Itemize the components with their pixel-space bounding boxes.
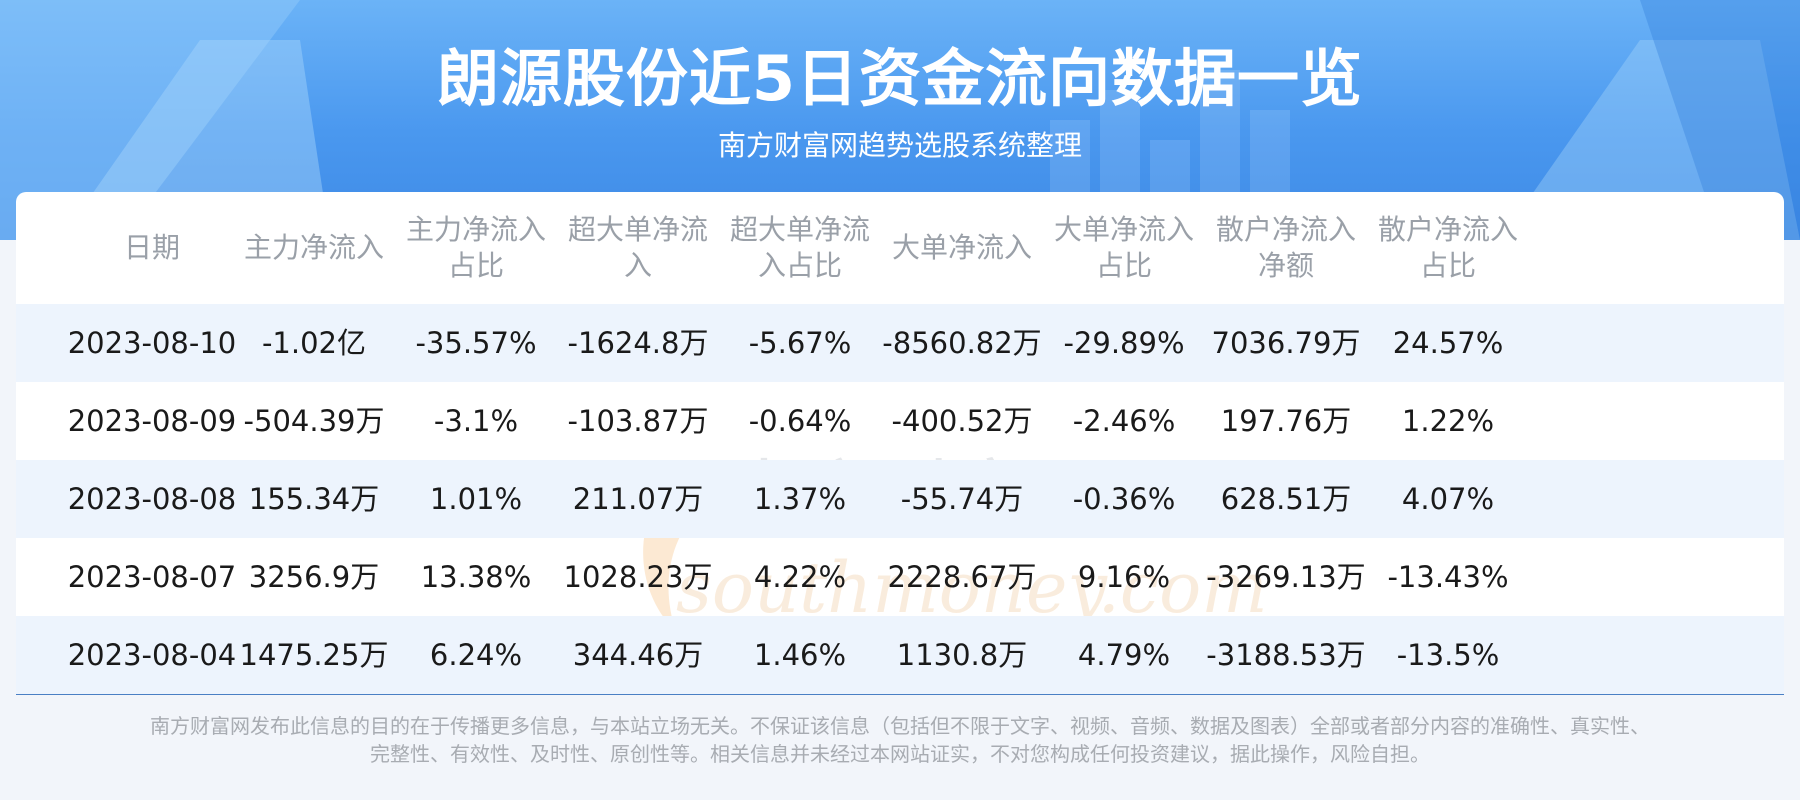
table-cell: 7036.79万 (1211, 326, 1361, 360)
disclaimer-line-2: 完整性、有效性、及时性、原创性等。相关信息并未经过本网站证实，不对您构成任何投资… (370, 742, 1430, 766)
table-cell: 1.22% (1401, 404, 1495, 438)
column-header: 主力净流入 (221, 230, 407, 266)
table-cell: -400.52万 (891, 404, 1033, 438)
table-cell: 344.46万 (572, 638, 704, 672)
table-cell: -1.02亿 (261, 326, 367, 360)
table-cell: 2023-08-07 (67, 560, 237, 594)
column-header-line: 大单净流入 (1053, 213, 1194, 246)
table-header: 日期 主力净流入 主力净流入 占比 超大单净流入超大单净流 入占比 大单净流入 大单净流入 占比… (16, 192, 1784, 304)
table-row: 2023-08-09 -504.39万 -3.1% -103.87万 -0.64% -40… (16, 382, 1784, 460)
table-cell: 2023-08-08 (67, 482, 237, 516)
column-header: 散户净流入 净额 (1193, 212, 1379, 284)
table-cell: -103.87万 (567, 404, 709, 438)
column-header-line: 超大单净流 (567, 213, 708, 246)
column-header-line: 占比 (1419, 249, 1476, 282)
table-cell: 1.46% (753, 638, 847, 672)
column-header-line: 主力净流入 (243, 231, 384, 264)
table-cell: 4.07% (1401, 482, 1495, 516)
page-subtitle: 南方财富网趋势选股系统整理 (717, 129, 1082, 162)
column-header-line: 占比 (1095, 249, 1152, 282)
table-row: 2023-08-04 1475.25万 6.24% 344.46万 1.46% 1130.… (16, 616, 1784, 694)
table-cell: 1475.25万 (239, 638, 389, 672)
table-cell: 3256.9万 (248, 560, 380, 594)
table-cell: -55.74万 (900, 482, 1024, 516)
table-row: 2023-08-10 -1.02亿 -35.57% -1624.8万 -5.67% -85… (16, 304, 1784, 382)
column-header: 主力净流入 占比 (383, 212, 569, 284)
table-cell: -504.39万 (243, 404, 385, 438)
table-row: 2023-08-08 155.34万 1.01% 211.07万 1.37% -55.74… (16, 460, 1784, 538)
column-header-line: 主力净流入 (405, 213, 546, 246)
column-header: 大单净流入 (869, 230, 1055, 266)
table-cell: -2.46% (1072, 404, 1176, 438)
header-banner: 朗源股份近5日资金流向数据一览 南方财富网趋势选股系统整理 (0, 0, 1800, 240)
table-cell: -3269.13万 (1206, 560, 1366, 594)
column-header-line: 入 (623, 249, 652, 282)
column-header-line: 散户净流入 (1215, 213, 1356, 246)
table-cell: 1.37% (753, 482, 847, 516)
table-cell: 2023-08-04 (67, 638, 237, 672)
table-cell: -13.5% (1396, 638, 1500, 672)
table-cell: -1624.8万 (567, 326, 709, 360)
table-cell: 13.38% (420, 560, 532, 594)
table-cell: -8560.82万 (882, 326, 1042, 360)
column-header-line: 净额 (1257, 249, 1314, 282)
table-cell: -5.67% (748, 326, 852, 360)
table-cell: 2228.67万 (887, 560, 1037, 594)
column-header: 大单净流入 占比 (1031, 212, 1217, 284)
column-header-line: 占比 (447, 249, 504, 282)
column-header: 超大单净流 入占比 (707, 212, 893, 284)
column-header-line: 大单净流入 (891, 231, 1032, 264)
disclaimer-line-1: 南方财富网发布此信息的目的在于传播更多信息，与本站立场无关。不保证该信息（包括但… (150, 714, 1650, 738)
table-cell: -29.89% (1063, 326, 1185, 360)
table-row: 2023-08-07 3256.9万 13.38% 1028.23万 4.22% 2228… (16, 538, 1784, 616)
table-cell: -35.57% (415, 326, 537, 360)
table-cell: -0.36% (1072, 482, 1176, 516)
column-header-line: 超大单净流 (729, 213, 870, 246)
table-cell: -0.64% (748, 404, 852, 438)
table-cell: 628.51万 (1220, 482, 1352, 516)
column-header-line: 入占比 (757, 249, 842, 282)
table-cell: 4.22% (753, 560, 847, 594)
table-cell: 1130.8万 (896, 638, 1028, 672)
table-cell: 1028.23万 (563, 560, 713, 594)
table-cell: 4.79% (1077, 638, 1171, 672)
table-cell: -13.43% (1387, 560, 1509, 594)
table-cell: 197.76万 (1220, 404, 1352, 438)
table-cell: 24.57% (1392, 326, 1504, 360)
table-cell: -3.1% (433, 404, 519, 438)
table-cell: 2023-08-10 (67, 326, 237, 360)
column-header: 超大单净流入 (545, 212, 731, 284)
table-cell: 155.34万 (248, 482, 380, 516)
column-header: 日期 (59, 230, 245, 266)
page-title: 朗源股份近5日资金流向数据一览 (436, 42, 1364, 115)
column-header: 散户净流入 占比 (1355, 212, 1541, 284)
column-header-line: 日期 (123, 231, 180, 264)
column-header-line: 散户净流入 (1377, 213, 1518, 246)
disclaimer: 南方财富网发布此信息的目的在于传播更多信息，与本站立场无关。不保证该信息（包括但… (60, 712, 1740, 768)
table-cell: 211.07万 (572, 482, 704, 516)
data-table: 南方财富网 southmoney.com 日期主力净流入主力净流入占比超大单净流… (16, 192, 1784, 695)
table-cell: 2023-08-09 (67, 404, 237, 438)
table-cell: 1.01% (429, 482, 523, 516)
table-cell: 9.16% (1077, 560, 1171, 594)
table-cell: -3188.53万 (1206, 638, 1366, 672)
table-cell: 6.24% (429, 638, 523, 672)
